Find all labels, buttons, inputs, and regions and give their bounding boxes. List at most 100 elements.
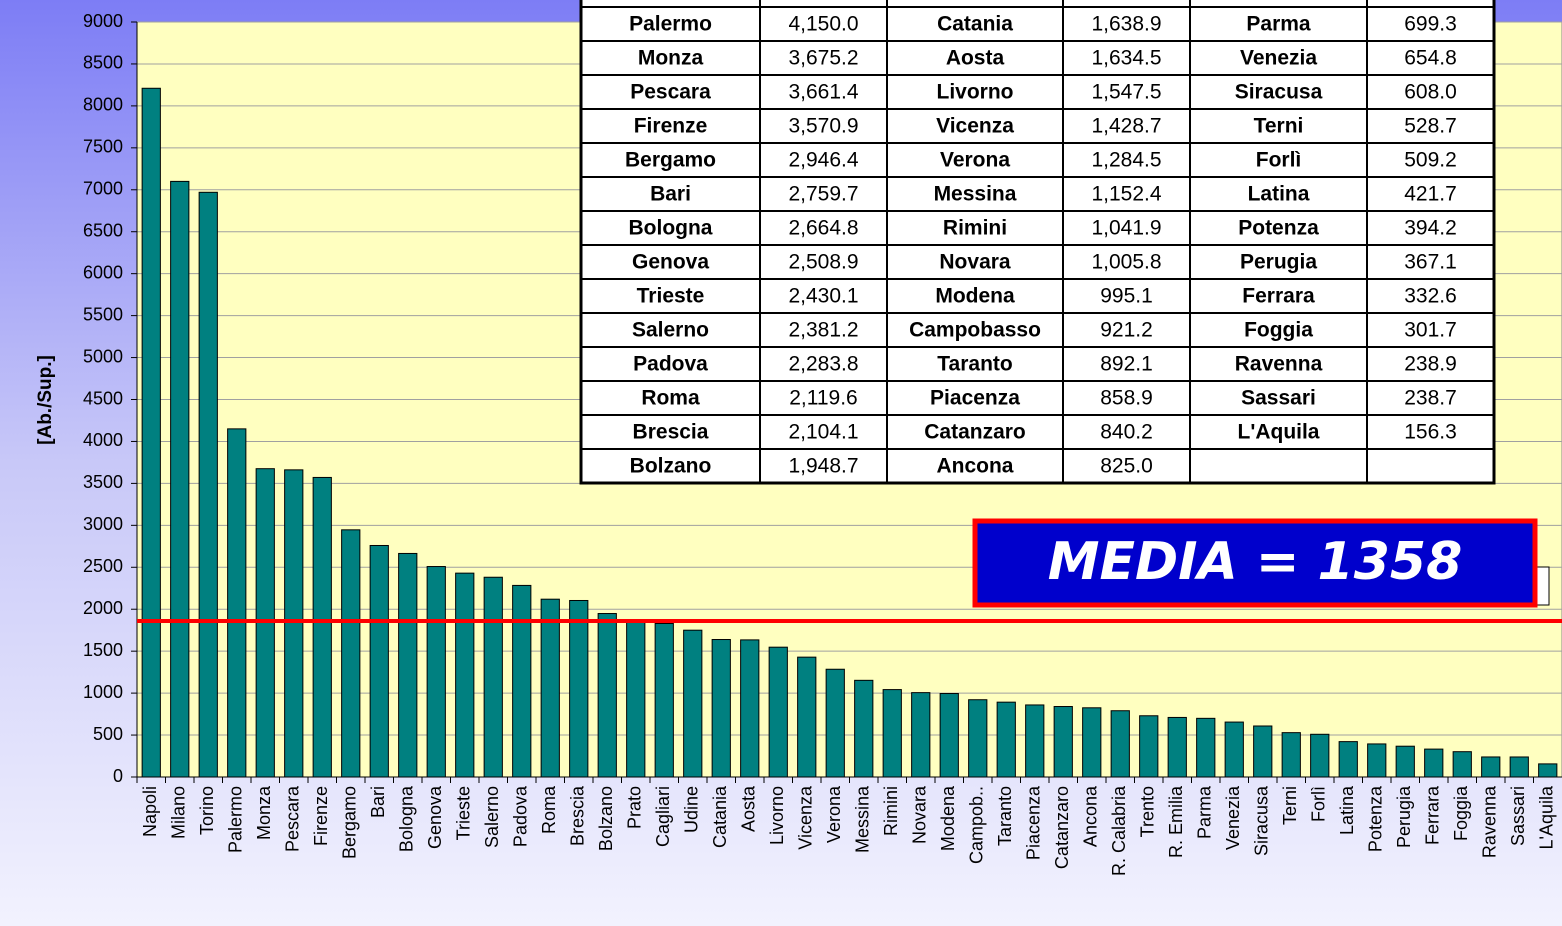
y-tick-label: 3000 [83, 514, 123, 534]
y-tick-label: 2500 [83, 556, 123, 576]
table-value: 238.7 [1404, 387, 1457, 410]
x-tick-label: Siracusa [1252, 785, 1272, 856]
bar [996, 701, 1016, 778]
bar [1538, 763, 1558, 778]
bar [284, 469, 304, 778]
bar [740, 639, 760, 778]
y-tick-label: 4000 [83, 430, 123, 450]
bar [854, 679, 874, 778]
table-value: 2,104.1 [788, 421, 858, 444]
x-tick-label: Terni [1280, 786, 1300, 825]
table-city: Ravenna [1235, 353, 1323, 376]
y-axis-label: [Ab./Sup.] [35, 355, 56, 445]
x-tick-label: Aosta [739, 785, 759, 832]
table-value: 1,634.5 [1091, 47, 1161, 70]
table-city: Venezia [1240, 47, 1317, 70]
table-value: 2,508.9 [788, 251, 858, 274]
table-city: Trieste [637, 285, 705, 308]
table-value: 1,284.5 [1091, 149, 1161, 172]
y-tick-label: 5500 [83, 304, 123, 324]
bar [1310, 733, 1330, 778]
table-value: 394.2 [1404, 217, 1457, 240]
table-city: Roma [641, 387, 700, 410]
table-value: 509.2 [1404, 149, 1457, 172]
bar [569, 599, 589, 778]
x-tick-label: Catania [710, 785, 730, 848]
table-city: Padova [633, 353, 708, 376]
y-tick-label: 0 [113, 766, 123, 786]
media-box [972, 518, 1538, 608]
table-city: Piacenza [930, 387, 1020, 410]
table-value: 1,547.5 [1091, 81, 1161, 104]
x-tick-label: Milano [169, 786, 189, 839]
bar [768, 646, 788, 778]
bar [455, 572, 475, 778]
table-city: Foggia [1244, 319, 1313, 342]
table-value: 825.0 [1100, 455, 1153, 478]
table-city: Messina [934, 183, 1017, 206]
x-tick-label: Modena [938, 785, 958, 851]
bar [1253, 725, 1273, 778]
x-tick-label: Livorno [767, 786, 787, 845]
bar [1110, 710, 1130, 778]
x-tick-label: Firenze [311, 786, 331, 846]
table-value: 2,664.8 [788, 217, 858, 240]
table-value: 421.7 [1404, 183, 1457, 206]
bar [540, 598, 560, 778]
table-city: Bari [650, 183, 691, 206]
y-tick-label: 4500 [83, 388, 123, 408]
table-city: Salerno [632, 319, 709, 342]
table-value: 1,428.7 [1091, 115, 1161, 138]
bar [597, 613, 617, 778]
x-tick-label: Foggia [1451, 785, 1471, 841]
table-city: Potenza [1238, 217, 1319, 240]
x-tick-label: Sassari [1508, 786, 1528, 846]
table-city: Terni [1254, 115, 1304, 138]
table [579, 0, 1496, 485]
x-tick-label: Verona [824, 785, 844, 843]
x-tick-label: Novara [910, 785, 930, 844]
y-tick-label: 500 [93, 724, 123, 744]
x-tick-label: Messina [853, 785, 873, 853]
x-tick-label: Napoli [140, 786, 160, 837]
table-value: 332.6 [1404, 285, 1457, 308]
x-tick-label: Campob.. [967, 786, 987, 864]
table-value: 3,661.4 [788, 81, 858, 104]
x-tick-label: Genova [425, 785, 445, 849]
table-value: 2,283.8 [788, 353, 858, 376]
bar [369, 544, 389, 778]
y-tick-label: 3500 [83, 472, 123, 492]
table-city: Forlì [1256, 149, 1302, 172]
table-value: 156.3 [1404, 421, 1457, 444]
x-tick-label: R. Calabria [1109, 785, 1129, 876]
bar [939, 693, 959, 778]
bar [1509, 756, 1529, 778]
x-tick-label: Salerno [482, 786, 502, 848]
x-tick-label: Perugia [1394, 785, 1414, 848]
y-tick-label: 6500 [83, 220, 123, 240]
bar [1139, 715, 1159, 778]
bar [797, 656, 817, 778]
x-tick-label: Ravenna [1480, 785, 1500, 858]
table-value: 3,675.2 [788, 47, 858, 70]
bar [398, 552, 418, 778]
bar [626, 620, 646, 778]
x-tick-label: Monza [254, 785, 274, 840]
table-value: 2,381.2 [788, 319, 858, 342]
table-value: 2,759.7 [788, 183, 858, 206]
table-value: 699.3 [1404, 13, 1457, 36]
y-tick-label: 8500 [83, 53, 123, 73]
table-city: Rimini [943, 217, 1007, 240]
bar [1452, 751, 1472, 778]
x-tick-label: Potenza [1366, 785, 1386, 852]
table-value: 858.9 [1100, 387, 1153, 410]
bar [1424, 748, 1444, 778]
y-tick-label: 6000 [83, 262, 123, 282]
table-value: 921.2 [1100, 319, 1153, 342]
y-tick-label: 5000 [83, 346, 123, 366]
y-tick-label: 7500 [83, 137, 123, 157]
bar [882, 689, 902, 778]
bar [825, 668, 845, 778]
bar [1281, 732, 1301, 778]
